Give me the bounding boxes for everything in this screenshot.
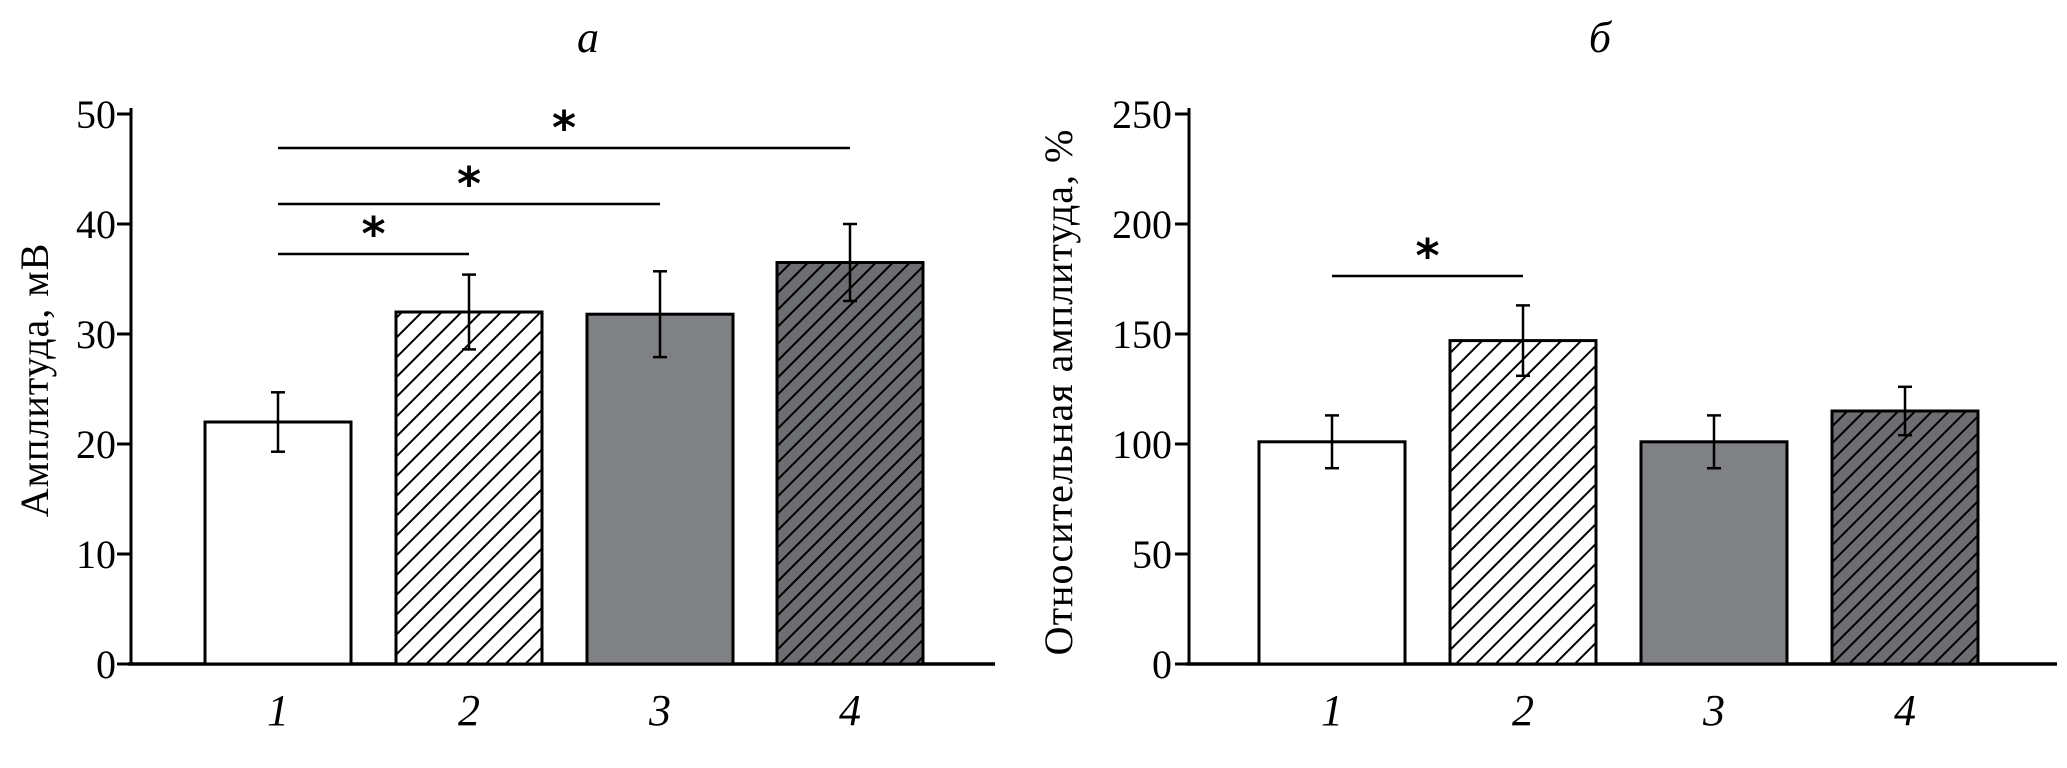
y-tick-label: 20: [76, 422, 116, 467]
y-tick-label: 250: [1112, 92, 1172, 137]
bar-3: [1639, 440, 1789, 666]
significance-star: *: [361, 207, 385, 261]
y-tick-label: 200: [1112, 202, 1172, 247]
y-tick-label: 0: [96, 642, 116, 687]
x-tick-label: 4: [839, 686, 861, 735]
bar-2: [1448, 339, 1598, 666]
x-tick-label: 3: [648, 686, 671, 735]
bar-4: [775, 261, 925, 666]
significance-brackets: * * *: [278, 101, 850, 261]
x-tick-label: 3: [1702, 686, 1725, 735]
significance-star: *: [552, 101, 576, 155]
error-bars: [271, 222, 857, 453]
y-tick-label: 100: [1112, 422, 1172, 467]
error-bars: [1325, 304, 1912, 470]
y-tick-label: 10: [76, 532, 116, 577]
y-ticks: 0 10 20 30 40 50: [76, 92, 131, 687]
bar-1: [1257, 440, 1407, 666]
x-tick-labels: 1 2 3 4: [267, 686, 861, 735]
y-axis-label: Амплитуда, мВ: [12, 243, 57, 518]
panel-label: а: [577, 13, 599, 62]
x-tick-label: 2: [458, 686, 480, 735]
x-tick-label: 4: [1894, 686, 1916, 735]
significance-brackets: *: [1332, 229, 1523, 283]
y-tick-label: 50: [76, 92, 116, 137]
y-tick-label: 50: [1132, 532, 1172, 577]
y-ticks: 0 50 100 150 200 250: [1112, 92, 1189, 687]
bar-4: [1830, 409, 1980, 666]
y-tick-label: 150: [1112, 312, 1172, 357]
chart-panel-a: а Амплитуда, мВ 0 10 20 30 40 50 * * * 1 2 3 4: [12, 13, 995, 735]
significance-star: *: [457, 157, 481, 211]
y-axis-label: Относительная амплитуда, %: [1036, 129, 1081, 656]
x-tick-label: 1: [1321, 686, 1343, 735]
chart-panel-b: б Относительная амплитуда, % 05010015020…: [1036, 13, 2057, 735]
bar-2: [394, 310, 544, 666]
y-tick-label: 40: [76, 202, 116, 247]
y-tick-label: 0: [1152, 642, 1172, 687]
y-tick-label: 30: [76, 312, 116, 357]
bars: [1257, 339, 1980, 666]
bar-3: [585, 312, 735, 666]
x-tick-label: 2: [1512, 686, 1534, 735]
significance-star: *: [1415, 229, 1439, 283]
x-tick-labels: 1 2 3 4: [1321, 686, 1916, 735]
bars: [203, 261, 925, 666]
x-tick-label: 1: [267, 686, 289, 735]
panel-label: б: [1589, 13, 1613, 62]
bar-1: [203, 420, 353, 666]
